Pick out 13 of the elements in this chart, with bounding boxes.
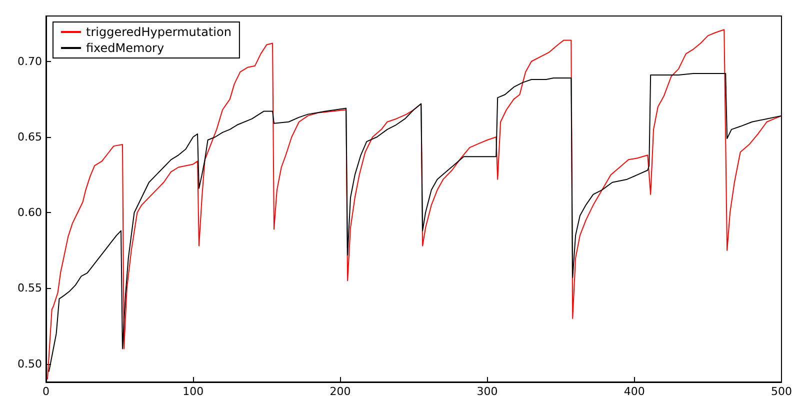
x-tick-label: 100 (182, 385, 204, 398)
x-tick-label: 300 (476, 385, 498, 398)
y-tick-label: 0.55 (18, 282, 42, 295)
x-tick-label: 0 (42, 385, 50, 398)
x-tick-label: 500 (771, 385, 792, 398)
legend-label: fixedMemory (86, 41, 164, 55)
y-tick-label: 0.60 (18, 206, 42, 220)
legend-label: triggeredHypermutation (86, 25, 232, 39)
y-tick-label: 0.65 (18, 130, 42, 144)
y-tick-label: 0.50 (18, 357, 42, 370)
x-tick-label: 400 (624, 385, 645, 398)
y-tick-label: 0.70 (18, 54, 42, 68)
x-tick-label: 200 (330, 385, 351, 398)
